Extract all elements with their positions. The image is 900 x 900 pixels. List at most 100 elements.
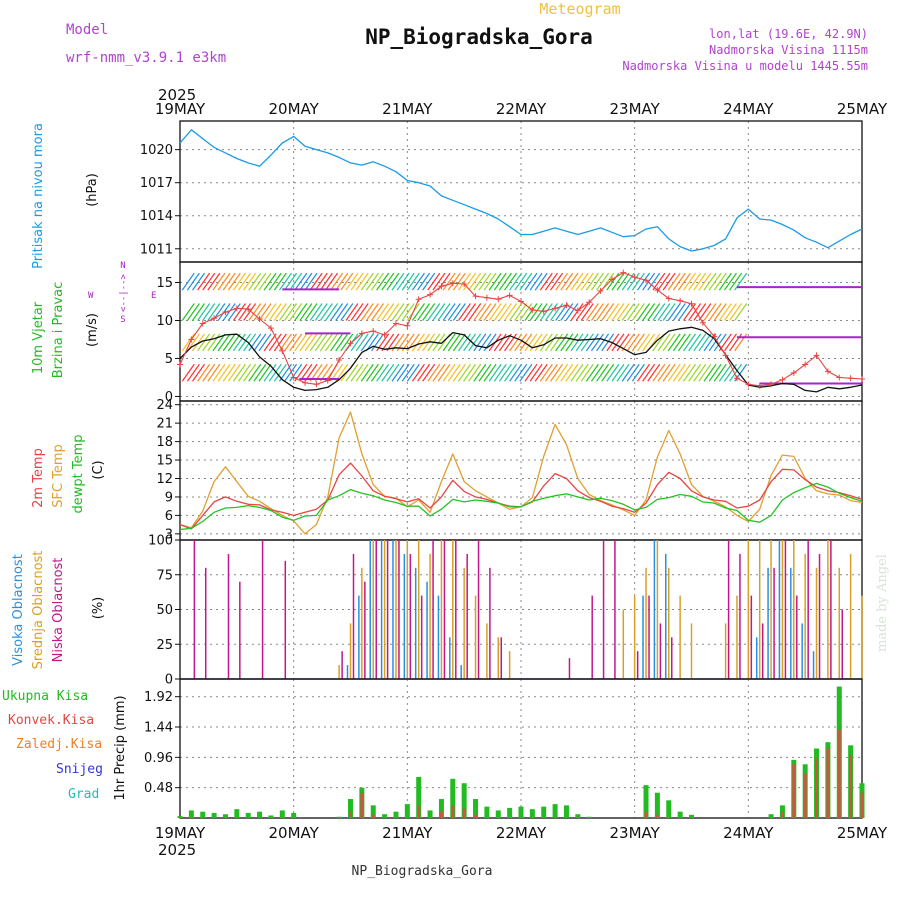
- wind-barb: [478, 272, 492, 291]
- wind-barb: [243, 333, 257, 352]
- wind-barb: [222, 303, 236, 321]
- wind-barb: [432, 363, 446, 382]
- wind-barb: [463, 363, 477, 382]
- wind-gust-marker: [677, 297, 684, 304]
- wind-barb: [417, 333, 431, 352]
- wind-barb: [371, 363, 385, 382]
- precip-total-bar: [507, 807, 513, 818]
- y-tick-label: 0.96: [144, 751, 173, 766]
- wind-barb: [601, 333, 615, 352]
- precip-total-bar: [245, 812, 251, 818]
- wind-barb: [355, 333, 369, 352]
- wind-barb: [457, 363, 471, 382]
- wind-barb: [631, 272, 645, 291]
- wind-barb: [258, 333, 272, 352]
- wind-barb: [698, 272, 712, 291]
- wind-barb: [427, 272, 441, 291]
- wind-barb: [330, 303, 344, 321]
- x-tick-label-bottom: 19MAY: [155, 824, 206, 842]
- wind-barb: [447, 333, 461, 352]
- wind-barb: [534, 272, 548, 291]
- wind-barb: [202, 363, 216, 382]
- wind-gust-marker: [427, 291, 434, 298]
- wind-barb: [667, 303, 681, 321]
- wind-barb: [432, 303, 446, 321]
- wind-barb: [708, 272, 722, 291]
- precip-total-bar: [450, 778, 456, 818]
- wind-barb: [498, 333, 512, 352]
- wind-barb: [335, 303, 349, 321]
- wind-barb: [616, 333, 630, 352]
- wind-barb: [263, 303, 277, 321]
- wind-barb: [325, 303, 338, 321]
- wind-barb: [258, 363, 272, 382]
- wind-barb: [647, 272, 661, 291]
- precip-label-total: Ukupna Kisa: [2, 689, 88, 704]
- wind-barb: [463, 303, 477, 321]
- wind-barb: [560, 303, 574, 321]
- precip-total-bar: [484, 806, 490, 818]
- wind-barb: [504, 303, 518, 321]
- model-label: Model: [66, 22, 108, 38]
- y-tick-label: 1.92: [144, 690, 173, 705]
- wind-barb: [319, 333, 333, 352]
- wind-gust-marker: [620, 269, 627, 276]
- year-bottom: 2025: [158, 841, 196, 859]
- y-tick-label: 6: [165, 509, 173, 524]
- wind-barb: [693, 303, 707, 321]
- wind-barb: [371, 333, 385, 352]
- wind-barb: [688, 333, 702, 352]
- wind-barb: [509, 303, 523, 321]
- wind-barb: [590, 272, 604, 291]
- altitude-text: Nadmorska Visina 1115m: [709, 43, 868, 57]
- wind-barb: [606, 303, 620, 321]
- wind-barb: [483, 272, 497, 291]
- wind-barb: [335, 333, 349, 352]
- wind-barb: [192, 272, 205, 291]
- wind-barb: [514, 303, 528, 321]
- wind-barb: [529, 363, 543, 382]
- wind-barb: [601, 363, 615, 382]
- wind-gust-marker: [495, 296, 502, 303]
- precip-total-bar: [438, 799, 444, 818]
- wind-barb: [238, 363, 252, 382]
- precip-unit: 1hr Precip (mm): [113, 695, 128, 800]
- wind-gust-marker: [381, 331, 388, 338]
- wind-barb: [570, 303, 584, 321]
- wind-barb: [621, 333, 635, 352]
- wind-barb: [570, 333, 584, 352]
- wind-barb: [596, 363, 610, 382]
- wind-barb: [284, 333, 298, 352]
- wind-barb: [693, 333, 707, 352]
- x-tick-label-bottom: 23MAY: [610, 824, 661, 842]
- wind-barb: [637, 333, 650, 352]
- wind-barb: [621, 272, 635, 291]
- wind-barb: [253, 363, 267, 382]
- wind-barb: [309, 333, 323, 352]
- product-title: Meteogram: [539, 0, 620, 18]
- wind-barb: [713, 303, 727, 321]
- wind-barb: [514, 333, 528, 352]
- wind-barb: [718, 363, 732, 382]
- wind-barb: [504, 333, 518, 352]
- wind-barb: [565, 272, 579, 291]
- wind-barb: [268, 363, 282, 382]
- y-tick-label: 10: [156, 314, 173, 329]
- precip-total-bar: [666, 800, 672, 818]
- wind-barb: [289, 303, 303, 321]
- wind-barb: [299, 272, 313, 291]
- precip-total-bar: [336, 816, 342, 818]
- wind-barb: [192, 363, 205, 382]
- y-tick-label: 1011: [140, 242, 173, 257]
- wind-barb: [585, 303, 599, 321]
- wind-barb: [524, 363, 538, 382]
- wind-barb: [611, 272, 625, 291]
- x-tick-label-bottom: 25MAY: [837, 824, 888, 842]
- wind-barb: [294, 272, 308, 291]
- wind-barb: [529, 333, 543, 352]
- wind-barb: [616, 303, 630, 321]
- wind-barb: [396, 272, 410, 291]
- wind-barb: [683, 272, 697, 291]
- wind-gust-marker: [790, 369, 797, 376]
